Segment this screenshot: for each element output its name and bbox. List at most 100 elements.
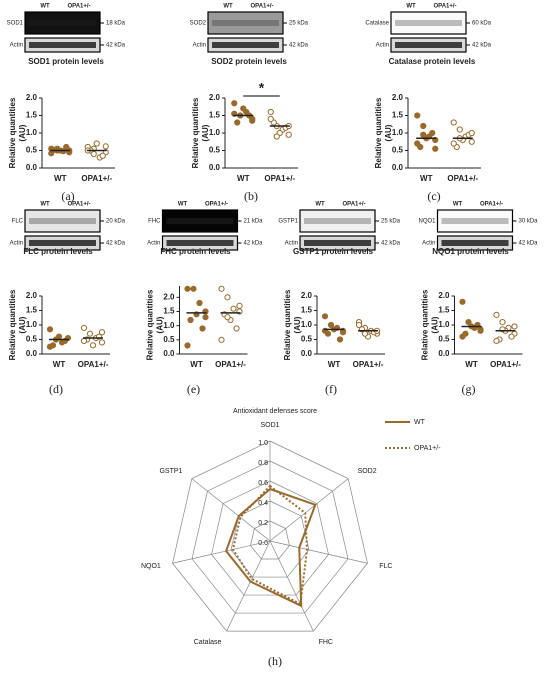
data-point [459,333,466,340]
panel-label: (a) [61,189,74,203]
data-point [336,336,344,343]
data-point [285,131,292,138]
y-tick-label: 2.0 [26,291,38,300]
blot-kda-label: 60 kDa [472,21,492,27]
blot-kda-label: 42 kDa [106,43,126,49]
blot-kda-label: 25 kDa [289,21,309,27]
blot-lane-label: OPA1+/- [67,4,90,10]
y-tick-label: 1.0 [26,320,38,329]
blot-protein-label: NQO1 [418,219,436,225]
blot-lane-label: OPA1+/- [342,202,365,208]
blot-signal [29,20,96,26]
blot-lane-label: OPA1+/- [250,4,273,10]
y-tick-label: 1.5 [209,111,221,120]
panel-title: NQO1 protein levels [432,247,509,256]
blot-signal [212,20,279,26]
panel-label: (b) [244,189,258,203]
radar-axis-label: FLC [379,563,392,570]
y-axis-label: (AU) [18,124,27,141]
data-point [249,117,256,124]
y-axis-label: Relative quantities [283,289,292,360]
y-tick-label: 2.0 [163,292,175,301]
blot-kda-label: 42 kDa [519,241,539,247]
y-axis-label: Relative quantities [8,289,17,360]
blot-lane-label: WT [40,202,50,208]
y-axis-label: (AU) [431,316,440,333]
data-point [468,138,475,145]
data-point [55,333,63,340]
radar-spoke [269,478,349,542]
panel-title: FLC protein levels [23,247,93,256]
panel-label: (h) [268,654,282,668]
blot-signal [395,20,462,26]
panel-label: (c) [427,189,440,203]
blot-lane-label: OPA1+/- [433,4,456,10]
x-tick-label: OPA1+/- [215,360,246,369]
panel-title: SOD1 protein levels [28,57,104,66]
y-tick-label: 0.0 [392,163,404,172]
blot-protein-label: Actin [422,241,435,247]
blot-signal [29,42,96,48]
radar-spoke [269,540,314,632]
blot-protein-label: FLC [12,219,24,225]
data-point [493,337,500,345]
blot-protein-label: GSTP1 [278,219,298,225]
blot-protein-label: SOD2 [190,21,207,27]
data-point [231,100,238,107]
y-tick-label: 1.5 [301,306,313,315]
panel-label: (f) [325,382,337,396]
data-point [493,311,500,318]
data-point [224,294,231,301]
data-point [267,115,274,123]
y-tick-label: 1.0 [301,320,313,329]
y-axis-label: (AU) [384,124,393,141]
x-tick-label: WT [53,360,66,369]
significance-label: * [259,80,265,96]
legend-label: OPA1+/- [414,445,441,452]
radar-spoke [172,540,271,564]
blot-protein-label: Actin [147,241,160,247]
y-axis-label: Relative quantities [421,289,430,360]
data-point [93,140,100,147]
y-tick-label: 0.0 [438,349,450,358]
data-point [46,326,54,333]
y-axis-label: Relative quantities [146,289,155,360]
radar-tick-label: 1.0 [258,440,268,447]
y-tick-label: 2.0 [438,291,450,300]
y-tick-label: 1.5 [392,111,404,120]
data-point [414,112,421,119]
blot-signal [166,240,234,246]
panel-title: FHC protein levels [160,247,231,256]
y-axis-label: (AU) [293,316,302,333]
radar-axis-label: NQO1 [141,563,161,570]
radar-axis-label: Catalase [194,639,222,646]
data-point [499,319,506,326]
x-tick-label: OPA1+/- [81,174,112,183]
y-tick-label: 0.5 [301,335,313,344]
data-point [98,329,106,336]
data-point [361,330,369,337]
blot-kda-label: 20 kDa [106,219,126,225]
data-point [102,143,109,150]
radar-axis-label: FHC [319,639,333,646]
data-point [267,108,274,116]
radar-axis-label: SOD2 [358,468,377,475]
blot-protein-label: Actin [10,43,23,49]
y-axis-label: (AU) [18,316,27,333]
blot-kda-label: 42 kDa [289,43,309,49]
x-tick-label: OPA1+/- [78,360,109,369]
data-point [459,298,466,305]
y-tick-label: 0.5 [392,146,404,155]
x-tick-label: WT [465,360,478,369]
blot-kda-label: 42 kDa [472,43,492,49]
data-point [429,129,436,137]
x-tick-label: WT [190,360,203,369]
data-point [187,316,194,324]
data-point [234,119,241,126]
blot-kda-label: 42 kDa [244,241,264,247]
data-point [456,126,463,133]
panel-label: (d) [49,382,63,396]
blot-lane-label: OPA1+/- [67,202,90,208]
y-tick-label: 2.0 [209,93,221,102]
data-point [321,313,329,320]
